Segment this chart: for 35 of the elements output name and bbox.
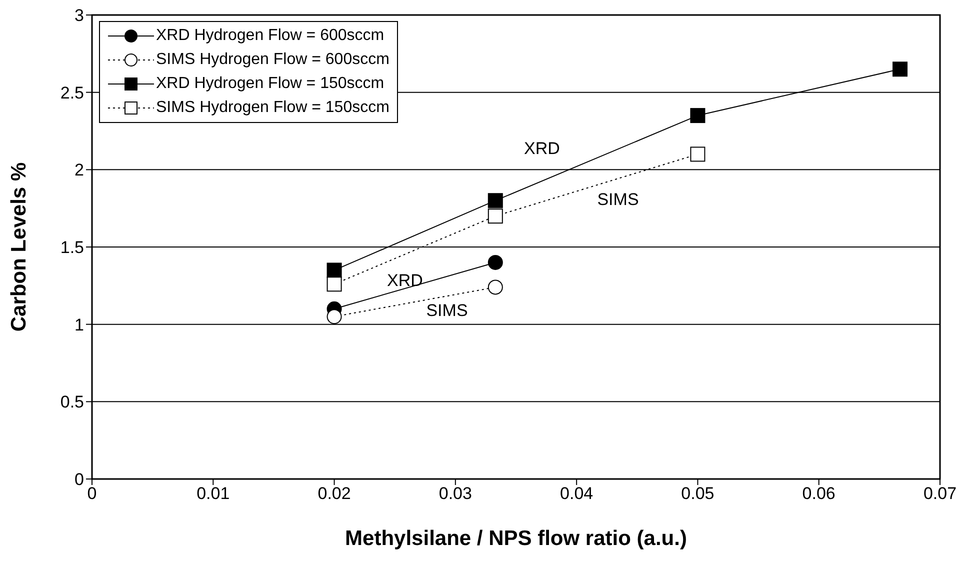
point (488, 280, 503, 295)
x-tick-label: 0.05 (681, 484, 714, 504)
y-tick-label: 0.5 (60, 392, 84, 412)
point (488, 193, 503, 208)
point (326, 309, 342, 324)
x-axis-title: Methylsilane / NPS flow ratio (a.u.) (345, 527, 687, 550)
y-tick-label: 1.5 (60, 238, 84, 258)
point (326, 276, 342, 292)
x-tick-label: 0.03 (438, 484, 472, 504)
annotation: SIMS (426, 301, 468, 321)
point (488, 254, 503, 270)
y-axis-title: Carbon Levels % (7, 162, 30, 332)
y-tick-label: 0 (74, 470, 84, 490)
x-tick-label: 0 (87, 484, 97, 504)
x-tick-label: 0.02 (318, 484, 351, 504)
x-tick-label: 0.06 (802, 484, 836, 504)
y-tick-label: 2.5 (60, 83, 84, 102)
point (326, 262, 342, 278)
legend-label: XRD Hydrogen Flow = 600sccm (156, 27, 384, 45)
x-tick-label: 0.04 (560, 484, 594, 504)
y-tick-label: 3 (74, 6, 84, 26)
annotation: SIMS (597, 190, 639, 210)
point (690, 108, 706, 124)
x-tick-label: 0.01 (196, 484, 230, 504)
legend-label: SIMS Hydrogen Flow = 600sccm (156, 51, 390, 69)
y-tick-label: 2 (74, 160, 84, 180)
legend-label: SIMS Hydrogen Flow = 150sccm (156, 99, 390, 117)
annotation: XRD (524, 139, 560, 159)
x-tick-label: 0.07 (923, 484, 957, 504)
point (892, 62, 908, 77)
point (690, 146, 706, 162)
legend-label: XRD Hydrogen Flow = 150sccm (156, 75, 384, 93)
point (488, 208, 503, 224)
annotation: XRD (387, 271, 423, 291)
y-tick-label: 1 (74, 315, 84, 334)
